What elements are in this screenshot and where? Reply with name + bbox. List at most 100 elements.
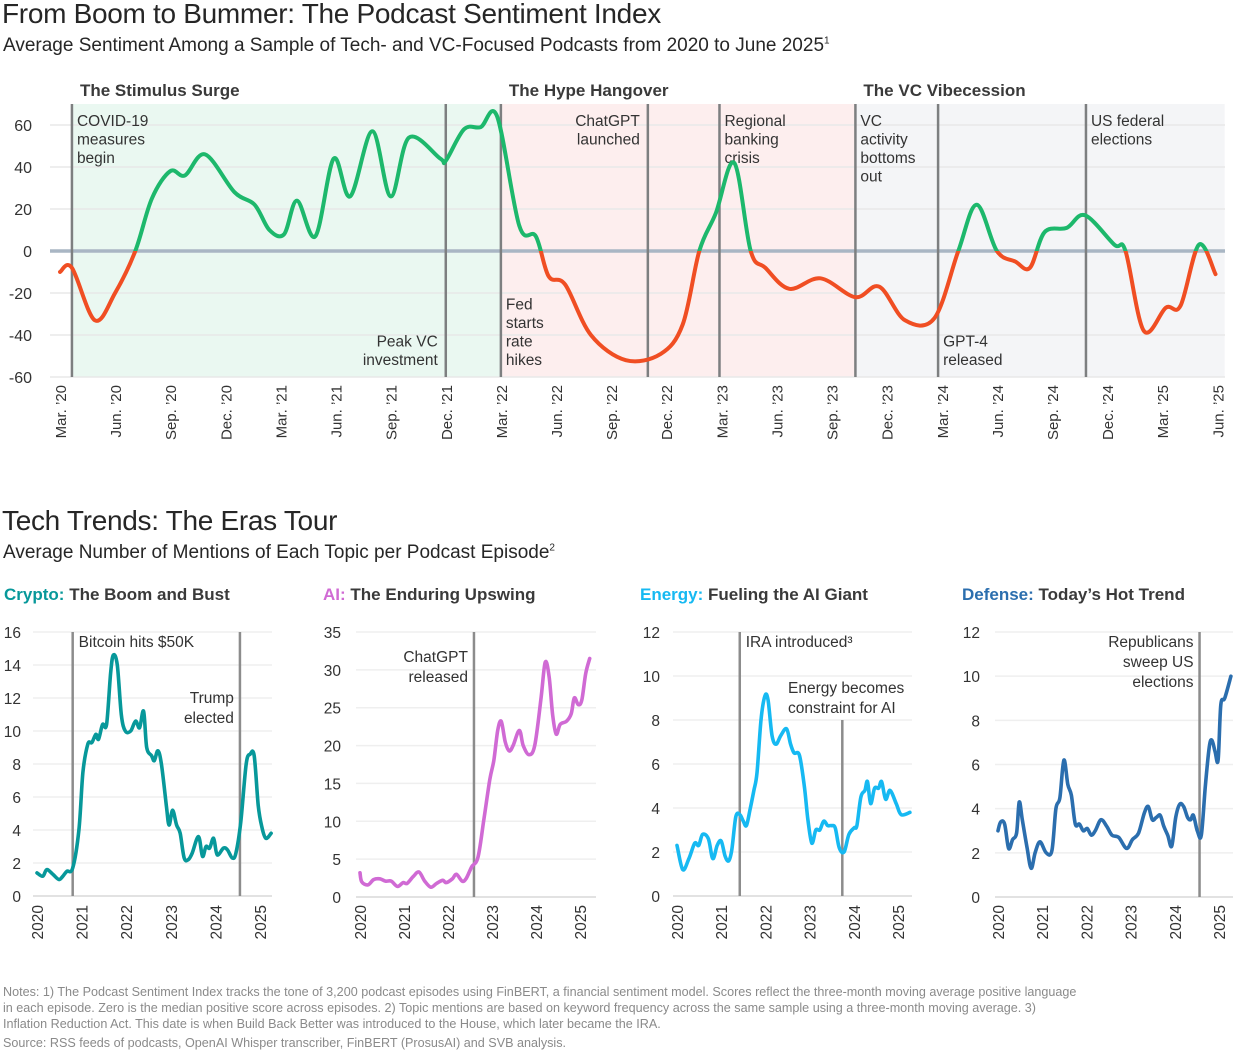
x-tick-label: 2024 (208, 905, 225, 940)
event-annotation: hikes (506, 352, 542, 369)
y-tick-label: 0 (651, 889, 660, 906)
event-annotation: activity (860, 132, 908, 149)
x-tick-label: 2021 (714, 905, 731, 939)
footnote-ref: 1 (824, 35, 830, 47)
energy-chart-title: Energy: Fueling the AI Giant (640, 585, 868, 605)
x-tick-label: Dec. ’23 (880, 385, 897, 440)
x-tick-label: Mar. ’24 (935, 385, 952, 438)
y-tick-label: 2 (971, 846, 980, 863)
event-annotation: released (408, 669, 467, 686)
footnotes: Notes: 1) The Podcast Sentiment Index tr… (3, 985, 1077, 1031)
y-tick-label: 12 (643, 625, 660, 642)
x-tick-label: Mar. ’21 (273, 385, 290, 438)
subtitle-text: Average Sentiment Among a Sample of Tech… (3, 35, 825, 56)
x-tick-label: Dec. ’20 (218, 385, 235, 440)
energy-mentions-line (675, 692, 912, 872)
x-tick-label: 2022 (119, 905, 136, 939)
source-note: Source: RSS feeds of podcasts, OpenAI Wh… (3, 1036, 567, 1050)
x-tick-label: 2021 (75, 905, 92, 939)
y-tick-label: 14 (4, 658, 22, 675)
y-tick-label: 0 (971, 890, 980, 907)
y-tick-label: 8 (12, 757, 21, 774)
x-tick-label: 2025 (1212, 905, 1229, 939)
event-annotation: IRA introduced³ (746, 634, 853, 651)
event-annotation: Energy becomes (788, 680, 905, 697)
x-tick-label: 2022 (758, 905, 775, 939)
y-tick-label: 25 (324, 701, 341, 718)
x-tick-label: 2025 (891, 905, 908, 939)
x-tick-label: 2020 (353, 905, 370, 940)
x-tick-label: Jun. ’25 (1210, 385, 1227, 438)
event-annotation: Republicans (1108, 634, 1194, 651)
era-label: The Stimulus Surge (80, 81, 240, 100)
x-tick-label: Mar. ’23 (714, 385, 731, 438)
event-annotation: investment (363, 352, 439, 369)
x-tick-label: 2024 (1168, 905, 1185, 940)
era-label: The Hype Hangover (509, 81, 669, 100)
y-tick-label: 12 (4, 691, 21, 708)
x-tick-label: Jun. ’22 (549, 385, 566, 438)
y-tick-label: 20 (324, 739, 342, 756)
defense-chart: 0 2 4 6 8 10 12 2020 2021 2022 2023 2024 2025 Republi… (963, 625, 1233, 939)
y-tick-label: 10 (963, 669, 981, 686)
x-tick-label: Sep. ’24 (1045, 385, 1062, 440)
ai-title-prefix: AI: (323, 585, 346, 604)
crypto-chart: 0 2 4 6 8 10 12 14 16 2020 2021 2022 2023 2024 2025 Bit… (4, 625, 273, 940)
event-annotation: constraint for AI (788, 700, 896, 717)
y-tick-label: 4 (651, 801, 660, 818)
x-tick-label: Jun. ’21 (329, 385, 346, 438)
energy-title-prefix: Energy: (640, 585, 704, 604)
event-annotation: COVID-19 (77, 113, 148, 130)
event-annotation: elections (1132, 674, 1193, 691)
x-tick-label: 2021 (397, 905, 414, 939)
y-tick-label: 2 (651, 845, 660, 862)
y-tick-label: 60 (14, 118, 32, 135)
footnote-ref: 2 (549, 542, 555, 554)
sentiment-line-negative (58, 251, 1218, 364)
section-subtitle: Average Number of Mentions of Each Topic… (3, 542, 555, 564)
y-tick-label: 35 (324, 625, 341, 642)
x-tick-label: 2023 (803, 905, 820, 939)
sentiment-line-positive (133, 108, 1209, 251)
event-annotation: Trump (190, 690, 234, 707)
y-tick-label: 0 (23, 244, 32, 261)
y-tick-label: 4 (12, 823, 21, 840)
event-annotation: US federal (1091, 113, 1164, 130)
energy-chart: 0 2 4 6 8 10 12 2020 2021 2022 2023 2024 2025 IRA int… (643, 625, 912, 939)
crypto-chart-title: Crypto: The Boom and Bust (4, 585, 230, 605)
y-tick-label: 12 (963, 625, 980, 642)
x-tick-label: 2024 (847, 905, 864, 940)
event-annotation: begin (77, 150, 115, 167)
y-tick-label: 10 (324, 814, 342, 831)
event-annotation: measures (77, 132, 145, 149)
crypto-title-text: The Boom and Bust (69, 585, 230, 604)
y-tick-label: 20 (14, 202, 32, 219)
y-tick-label: 6 (651, 757, 660, 774)
x-tick-label: 2023 (485, 905, 502, 939)
event-annotation: sweep US (1123, 654, 1194, 671)
event-annotation: launched (577, 132, 640, 149)
event-annotation: banking (724, 132, 778, 149)
x-tick-label: Jun. ’23 (769, 385, 786, 438)
event-annotation: Bitcoin hits $50K (79, 634, 195, 651)
event-annotation: Fed (506, 297, 533, 314)
event-annotation: Peak VC (377, 334, 438, 351)
y-tick-label: 5 (332, 852, 341, 869)
y-tick-label: 4 (971, 802, 980, 819)
x-tick-label: 2020 (670, 905, 687, 940)
x-tick-label: Dec. ’22 (659, 385, 676, 440)
y-tick-label: 10 (4, 724, 22, 741)
ai-chart-title: AI: The Enduring Upswing (323, 585, 536, 605)
x-tick-label: Sep. ’22 (604, 385, 621, 440)
ai-title-text: The Enduring Upswing (350, 585, 536, 604)
event-annotation: ChatGPT (575, 113, 640, 130)
event-annotation: rate (506, 334, 533, 351)
event-annotation: elections (1091, 132, 1152, 149)
x-tick-label: Sep. ’21 (384, 385, 401, 440)
defense-title-text: Today’s Hot Trend (1038, 585, 1185, 604)
x-tick-label: Sep. ’20 (163, 385, 180, 440)
y-tick-label: 0 (12, 889, 21, 906)
x-tick-label: 2022 (1079, 905, 1096, 939)
